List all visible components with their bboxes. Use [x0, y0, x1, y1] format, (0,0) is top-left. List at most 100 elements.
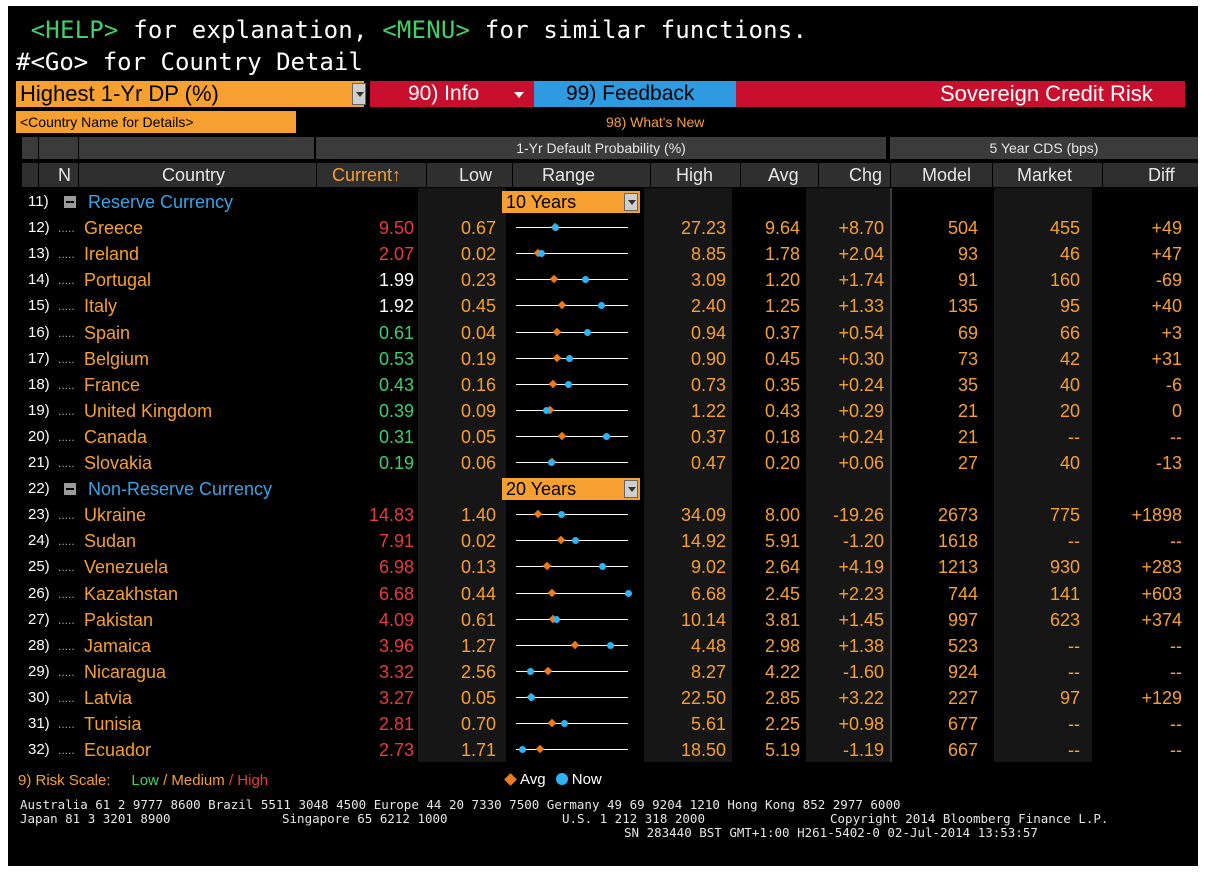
col-market[interactable]: Market: [1017, 165, 1073, 185]
col-low[interactable]: Low: [459, 165, 493, 185]
col-chg[interactable]: Chg: [849, 165, 883, 185]
row-number[interactable]: 31): [28, 715, 50, 732]
table-row[interactable]: 29)..... Nicaragua 3.32 2.56 8.27 4.22 -1.60 92…: [8, 659, 1198, 685]
group-row[interactable]: 22) Non-Reserve Currency 20 Years: [8, 476, 1198, 502]
table-row[interactable]: 19)..... United Kingdom 0.39 0.09 1.22 0.43 +0…: [8, 398, 1198, 424]
country-name[interactable]: United Kingdom: [84, 400, 213, 421]
row-number[interactable]: 26): [28, 584, 50, 602]
group-row[interactable]: 11) Reserve Currency 10 Years: [8, 189, 1198, 215]
country-name[interactable]: Canada: [84, 426, 148, 447]
period-select[interactable]: 10 Years: [502, 191, 640, 213]
col-n[interactable]: N: [58, 165, 71, 185]
country-name[interactable]: Sudan: [84, 531, 137, 552]
country-name[interactable]: Ireland: [84, 244, 140, 265]
country-name[interactable]: Pakistan: [84, 609, 154, 630]
chevron-down-icon[interactable]: [624, 193, 638, 211]
country-name[interactable]: Kazakhstan: [84, 583, 179, 604]
collapse-icon[interactable]: [64, 483, 76, 496]
row-number[interactable]: 16): [28, 323, 50, 341]
row-number[interactable]: 28): [28, 636, 50, 654]
table-row[interactable]: 24)..... Sudan 7.91 0.02 14.92 5.91 -1.20 1618 -…: [8, 528, 1198, 554]
table-row[interactable]: 13)..... Ireland 2.07 0.02 8.85 1.78 +2.04 93 46…: [8, 241, 1198, 267]
country-name[interactable]: Tunisia: [84, 714, 142, 734]
country-name[interactable]: Spain: [84, 322, 131, 343]
table-row[interactable]: 15)..... Italy 1.92 0.45 2.40 1.25 +1.33 135 95 +…: [8, 293, 1198, 319]
info-dropdown-icon[interactable]: [514, 92, 524, 98]
row-number[interactable]: 27): [28, 610, 50, 628]
row-number[interactable]: 18): [28, 375, 50, 393]
collapse-icon[interactable]: [64, 196, 76, 208]
table-row[interactable]: 30)..... Latvia 3.27 0.05 22.50 2.85 +3.22 227 9…: [8, 685, 1198, 711]
table-row[interactable]: 12)..... Greece 9.50 0.67 27.23 9.64 +8.70 504 4…: [8, 215, 1198, 241]
row-number[interactable]: 14): [28, 271, 50, 289]
tree-dots: .....: [58, 612, 75, 627]
table-row[interactable]: 17)..... Belgium 0.53 0.19 0.90 0.45 +0.30 73 42…: [8, 346, 1198, 372]
period-select[interactable]: 20 Years: [502, 478, 640, 501]
country-name[interactable]: Greece: [84, 218, 144, 239]
country-name[interactable]: Jamaica: [84, 635, 152, 656]
now-marker-icon: [555, 773, 568, 785]
row-number[interactable]: 32): [28, 741, 50, 759]
row-number[interactable]: 21): [28, 454, 50, 471]
row-number[interactable]: 23): [28, 506, 50, 524]
country-name[interactable]: France: [84, 374, 141, 395]
table-row[interactable]: 21)..... Slovakia 0.19 0.06 0.47 0.20 +0.06 27 4…: [8, 450, 1198, 476]
country-name[interactable]: Portugal: [84, 270, 152, 291]
risk-scale-label[interactable]: 9) Risk Scale:: [18, 772, 111, 789]
country-name[interactable]: Latvia: [84, 687, 133, 708]
row-number[interactable]: 24): [28, 532, 50, 550]
table-row[interactable]: 18)..... France 0.43 0.16 0.73 0.35 +0.24 35 40 -…: [8, 372, 1198, 398]
country-name[interactable]: Slovakia: [84, 453, 153, 473]
col-high[interactable]: High: [676, 165, 714, 185]
country-name[interactable]: Ecuador: [84, 740, 152, 761]
menu-key[interactable]: <MENU>: [382, 16, 471, 44]
whats-new-link[interactable]: 98) What's New: [606, 114, 705, 130]
chevron-down-icon[interactable]: [624, 480, 638, 499]
range-bar: [516, 685, 628, 711]
row-number[interactable]: 15): [28, 297, 50, 315]
table-row[interactable]: 27)..... Pakistan 4.09 0.61 10.14 3.81 +1.45 99…: [8, 607, 1198, 633]
high-dp: 14.92: [680, 531, 726, 552]
col-country[interactable]: Country: [162, 165, 226, 185]
row-number[interactable]: 13): [28, 245, 50, 263]
group-label[interactable]: Reserve Currency: [88, 192, 234, 212]
table-row[interactable]: 20)..... Canada 0.31 0.05 0.37 0.18 +0.24 21 -- -…: [8, 424, 1198, 450]
table-row[interactable]: 16)..... Spain 0.61 0.04 0.94 0.37 +0.54 69 66 +3: [8, 320, 1198, 346]
col-diff[interactable]: Diff: [1148, 165, 1175, 185]
country-name[interactable]: Belgium: [84, 348, 150, 369]
country-name-input[interactable]: <Country Name for Details>: [16, 111, 296, 133]
table-row[interactable]: 32)..... Ecuador 2.73 1.71 18.50 5.19 -1.19 667…: [8, 737, 1198, 763]
table-row[interactable]: 25)..... Venezuela 6.98 0.13 9.02 2.64 +4.19 12…: [8, 554, 1198, 580]
row-number[interactable]: 12): [28, 219, 50, 237]
col-range[interactable]: Range: [542, 165, 596, 185]
row-number[interactable]: 29): [28, 662, 50, 680]
view-select[interactable]: Highest 1-Yr DP (%): [16, 81, 364, 107]
row-number[interactable]: 19): [28, 401, 50, 419]
group-label[interactable]: Non-Reserve Currency: [88, 479, 273, 500]
table-row[interactable]: 31)..... Tunisia 2.81 0.70 5.61 2.25 +0.98 677 -…: [8, 711, 1198, 737]
country-name[interactable]: Italy: [84, 296, 118, 317]
table-row[interactable]: 23)..... Ukraine 14.83 1.40 34.09 8.00 -19.26 2…: [8, 502, 1198, 528]
col-model[interactable]: Model: [922, 165, 972, 185]
row-number[interactable]: 25): [28, 558, 50, 576]
avg-marker: [557, 431, 567, 441]
col-current[interactable]: Current↑: [332, 163, 401, 187]
col-avg[interactable]: Avg: [768, 165, 799, 185]
info-button[interactable]: 90) Info: [408, 82, 480, 105]
table-row[interactable]: 26)..... Kazakhstan 6.68 0.44 6.68 2.45 +2.23 7…: [8, 581, 1198, 607]
table-row[interactable]: 28)..... Jamaica 3.96 1.27 4.48 2.98 +1.38 523 -…: [8, 633, 1198, 659]
feedback-button[interactable]: 99) Feedback: [534, 81, 736, 107]
risk-medium: / Medium: [163, 772, 225, 789]
row-number[interactable]: 20): [28, 427, 50, 445]
row-number[interactable]: 17): [28, 349, 50, 367]
country-name[interactable]: Nicaragua: [84, 661, 167, 682]
row-number[interactable]: 30): [28, 688, 50, 706]
row-number[interactable]: 22): [28, 480, 50, 498]
country-name[interactable]: Venezuela: [84, 557, 169, 578]
help-key[interactable]: <HELP>: [30, 16, 119, 44]
country-name[interactable]: Ukraine: [84, 505, 147, 526]
row-number[interactable]: 11): [28, 193, 49, 210]
high-dp: 0.37: [690, 426, 726, 447]
chevron-down-icon[interactable]: [352, 83, 366, 105]
table-row[interactable]: 14)..... Portugal 1.99 0.23 3.09 1.20 +1.74 91 1…: [8, 267, 1198, 293]
